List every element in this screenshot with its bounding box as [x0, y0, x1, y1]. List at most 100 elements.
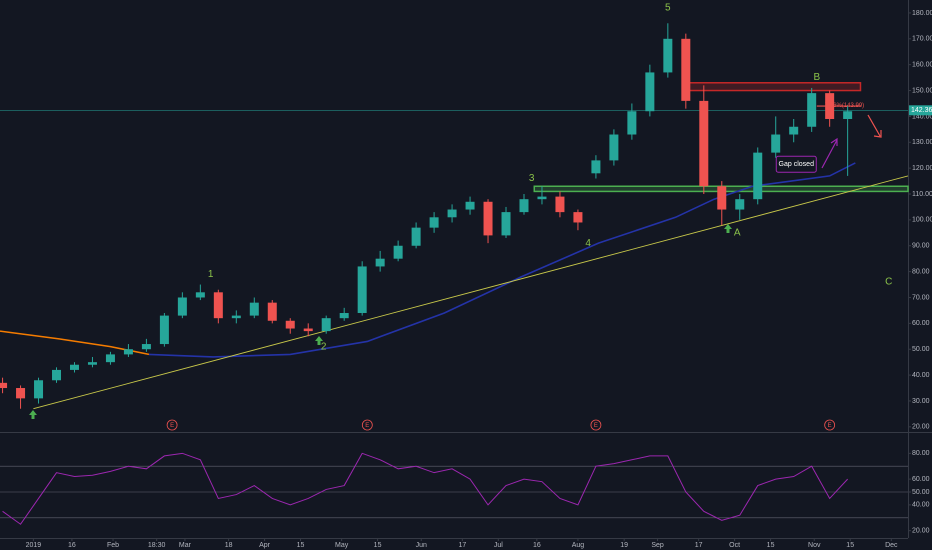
candle-body — [195, 292, 205, 298]
rsi-tick-label: 80.00 — [912, 450, 930, 457]
wave-label: C — [885, 277, 892, 288]
candle-body — [483, 201, 493, 236]
candle-body — [573, 212, 583, 223]
candle-body — [177, 297, 187, 316]
x-tick-label: Aug — [572, 542, 585, 549]
candle-body — [231, 315, 241, 319]
x-tick-label: 17 — [458, 542, 466, 549]
y-tick-label: 160.00 — [912, 62, 932, 69]
y-tick-label: 150.00 — [912, 87, 932, 94]
x-tick-label: Dec — [885, 542, 898, 549]
x-tick-label: 17 — [695, 542, 703, 549]
candle-body — [0, 382, 8, 389]
earnings-marker — [361, 419, 373, 431]
wave-label: 5 — [665, 2, 671, 13]
x-tick-label: Nov — [808, 542, 821, 549]
x-tick-label: 15 — [846, 542, 854, 549]
candle-body — [105, 354, 115, 363]
y-tick-label: 120.00 — [912, 165, 932, 172]
y-tick-label: 30.00 — [912, 398, 930, 405]
x-tick-label: Jul — [494, 542, 503, 549]
candle-body — [519, 199, 529, 213]
callout-arrow — [821, 137, 838, 169]
x-tick-label: 19 — [620, 542, 628, 549]
rsi-tick-label: 60.00 — [912, 476, 930, 483]
candle-body — [159, 315, 169, 345]
candle-body — [141, 344, 151, 350]
rsi-tick-label: 20.00 — [912, 528, 930, 535]
wave-label: B — [813, 72, 820, 83]
x-tick-label: 15 — [297, 542, 305, 549]
candle-body — [16, 388, 26, 399]
rsi-tick-label: 50.00 — [912, 489, 930, 496]
candle-body — [825, 93, 835, 119]
overlay-line — [148, 162, 856, 358]
y-tick-label: 90.00 — [912, 243, 930, 250]
y-tick-label: 60.00 — [912, 320, 930, 327]
up-arrow — [724, 224, 732, 233]
candle-body — [87, 362, 97, 365]
rsi-tick-label: 40.00 — [912, 502, 930, 509]
down-arrow — [867, 114, 882, 138]
candle-body — [537, 196, 547, 200]
earnings-label: E — [828, 423, 832, 429]
wave-label: 4 — [585, 238, 591, 249]
y-tick-label: 170.00 — [912, 36, 932, 43]
candle-body — [34, 380, 44, 399]
candle-body — [339, 313, 349, 319]
candle-body — [843, 111, 853, 119]
x-tick-label: Feb — [107, 542, 119, 549]
candle-body — [447, 209, 457, 218]
candle-body — [285, 320, 295, 329]
callout-text: Gap closed — [779, 161, 815, 168]
x-tick-label: Apr — [259, 542, 271, 549]
x-tick-label: 15 — [374, 542, 382, 549]
zone — [687, 82, 862, 92]
candle-body — [699, 100, 709, 187]
candle-body — [771, 134, 781, 153]
y-tick-label: 20.00 — [912, 424, 930, 431]
candle-body — [465, 201, 475, 210]
x-tick-label: Mar — [179, 542, 192, 549]
rsi-line — [2, 452, 849, 525]
candle-body — [591, 160, 601, 174]
candle-body — [681, 38, 691, 101]
candle-body — [807, 93, 817, 127]
x-tick-label: Jun — [416, 542, 427, 549]
callout-box — [775, 155, 817, 173]
earnings-label: E — [365, 423, 369, 429]
candle-body — [645, 72, 655, 112]
x-tick-label: 2019 — [26, 542, 42, 549]
candle-body — [249, 302, 259, 316]
x-tick-label: 16 — [533, 542, 541, 549]
y-tick-label: 180.00 — [912, 10, 932, 17]
fib-label: 78.6%(143.99) — [825, 103, 864, 109]
candle-body — [735, 199, 745, 210]
candle-body — [555, 196, 565, 213]
x-tick-label: Sep — [651, 542, 664, 549]
y-tick-label: 50.00 — [912, 346, 930, 353]
y-tick-label: 80.00 — [912, 268, 930, 275]
candle-body — [753, 152, 763, 200]
wave-label: 3 — [529, 173, 535, 184]
candle-body — [717, 186, 727, 210]
candle-body — [213, 292, 223, 319]
y-tick-label: 100.00 — [912, 217, 932, 224]
earnings-label: E — [594, 423, 598, 429]
y-tick-label: 140.00 — [912, 113, 932, 120]
candle-body — [123, 349, 133, 355]
candle-body — [375, 258, 385, 267]
last-price-label: 142.36 — [911, 107, 932, 114]
candle-body — [789, 126, 799, 135]
wave-label: 2 — [321, 341, 327, 352]
candle-body — [501, 212, 511, 236]
candle-body — [357, 266, 367, 314]
candle-body — [393, 245, 403, 259]
candle-body — [663, 38, 673, 73]
y-tick-label: 130.00 — [912, 139, 932, 146]
earnings-marker — [166, 419, 178, 431]
candle-body — [69, 364, 79, 370]
